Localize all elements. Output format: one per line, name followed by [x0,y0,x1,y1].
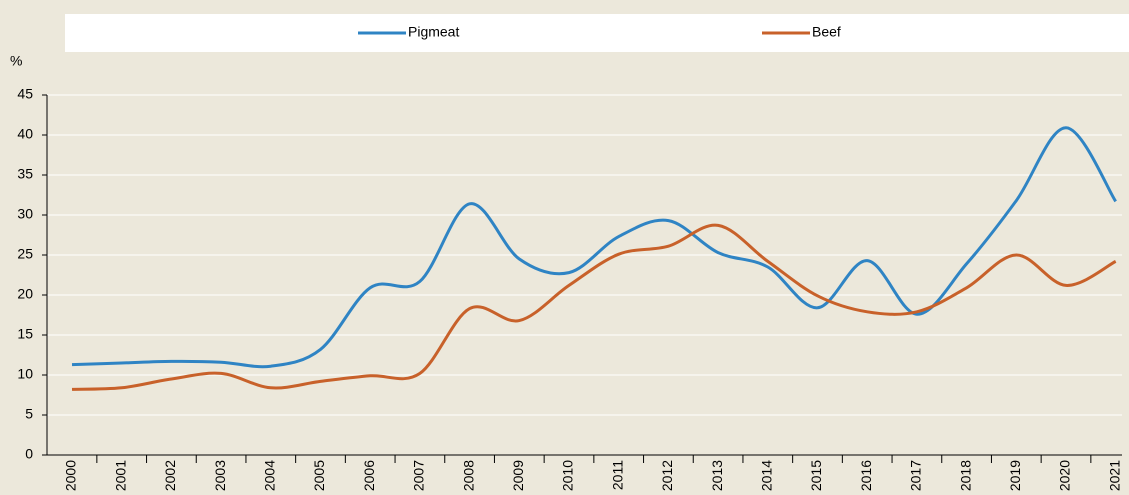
legend-box [65,14,1129,52]
x-tick-label: 2016 [858,460,874,491]
y-axis-label: % [10,53,22,69]
x-tick-label: 2015 [808,460,824,491]
x-tick-label: 2012 [659,460,675,491]
legend-label: Beef [812,24,841,40]
x-tick-label: 2004 [262,460,278,491]
x-tick-label: 2011 [609,460,625,490]
y-tick-label: 15 [17,326,33,342]
x-tick-label: 2017 [908,460,924,491]
x-tick-label: 2013 [709,460,725,491]
x-tick-label: 2000 [63,460,79,491]
y-tick-label: 0 [25,446,33,462]
series-line [71,126,1117,369]
y-tick-label: 10 [17,366,33,382]
x-tick-label: 2007 [411,460,427,491]
x-tick-label: 2009 [510,460,526,491]
x-tick-label: 2010 [560,460,576,491]
x-tick-label: 2021 [1106,460,1122,491]
series-line [71,223,1117,391]
x-tick-label: 2014 [759,460,775,491]
legend-label: Pigmeat [408,24,459,40]
x-tick-label: 2005 [311,460,327,491]
y-tick-label: 20 [17,286,33,302]
y-tick-label: 30 [17,206,33,222]
y-tick-label: 45 [17,86,33,102]
x-tick-label: 2019 [1007,460,1023,491]
y-tick-label: 40 [17,126,33,142]
y-tick-label: 5 [25,406,33,422]
x-tick-label: 2002 [162,460,178,491]
x-tick-label: 2018 [957,460,973,491]
y-tick-label: 35 [17,166,33,182]
y-tick-label: 25 [17,246,33,262]
x-tick-label: 2006 [361,460,377,491]
x-tick-label: 2003 [212,460,228,491]
x-tick-label: 2020 [1057,460,1073,491]
x-tick-label: 2001 [112,460,128,491]
x-tick-label: 2008 [460,460,476,491]
